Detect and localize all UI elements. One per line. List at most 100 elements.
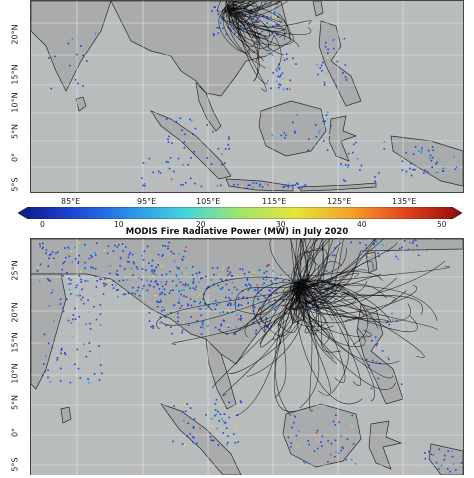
fire-point [125, 279, 128, 281]
trajectory-line [220, 4, 246, 39]
fire-point [187, 303, 189, 305]
fire-point [170, 126, 172, 128]
fire-point [431, 166, 433, 169]
fire-point [308, 269, 310, 272]
fire-point [142, 258, 145, 261]
fire-point [48, 257, 50, 260]
fire-point [334, 439, 337, 442]
fire-point [189, 279, 192, 282]
fire-point [409, 167, 411, 170]
colorbar-tick-20: 20 [196, 220, 206, 229]
fire-point [62, 262, 65, 265]
trajectory-line [303, 283, 350, 394]
fire-point [228, 416, 230, 419]
lon-label-125E: 125°E [327, 197, 352, 206]
fire-point [295, 280, 298, 282]
fire-point [222, 319, 225, 322]
fire-point [76, 284, 78, 286]
trajectory-line [228, 1, 258, 10]
fire-point [247, 289, 250, 291]
fire-point [416, 244, 418, 247]
fire-point [148, 157, 151, 160]
fire-point [247, 184, 250, 187]
fire-point [263, 325, 266, 327]
land-4 [150, 110, 232, 180]
fire-point [165, 280, 168, 283]
fire-point [325, 270, 328, 272]
fire-point [323, 125, 326, 127]
fire-point [407, 248, 410, 250]
fire-point [39, 263, 42, 266]
fire-point [271, 270, 274, 272]
fire-point [94, 267, 97, 270]
fire-point [261, 284, 264, 286]
fire-point [269, 53, 272, 55]
fire-point [89, 328, 92, 330]
fire-point [449, 470, 451, 473]
fire-point [412, 171, 415, 174]
fire-point [282, 77, 284, 80]
trajectory-line [226, 1, 282, 13]
fire-point [215, 304, 218, 306]
fire-point [218, 302, 221, 305]
fire-point [322, 292, 325, 295]
fire-point [229, 298, 232, 301]
fire-point [115, 284, 117, 287]
fire-point [220, 19, 223, 22]
fire-point [84, 267, 86, 269]
fire-point [67, 283, 70, 285]
trajectory-line [294, 269, 368, 292]
fire-point [172, 313, 174, 316]
fire-point [168, 135, 170, 138]
trajectory-line [296, 281, 372, 338]
fire-point [307, 273, 309, 276]
fire-point [193, 442, 195, 444]
fire-point [319, 287, 321, 289]
fire-point [160, 265, 163, 267]
fire-point [330, 442, 333, 445]
fire-point [365, 247, 368, 249]
fire-point [50, 253, 52, 256]
fire-point [378, 172, 380, 174]
fire-point [255, 269, 258, 272]
fire-point [187, 422, 189, 425]
fire-point [84, 280, 87, 282]
fire-point [370, 387, 373, 390]
fire-point [165, 118, 168, 120]
fire-point [258, 269, 261, 271]
fire-point [455, 469, 457, 471]
fire-point [178, 253, 180, 255]
fire-point [196, 320, 199, 322]
fire-point [270, 284, 272, 287]
fire-point [199, 271, 201, 273]
fire-point [185, 182, 187, 184]
fire-point [133, 262, 135, 265]
fire-point [47, 57, 50, 59]
fire-point [386, 320, 389, 323]
fire-point [69, 288, 71, 291]
fire-point [194, 127, 197, 130]
fire-point [60, 349, 63, 351]
trajectory-line [304, 281, 359, 300]
fire-point [189, 298, 192, 300]
fire-point [159, 249, 162, 252]
fire-point [257, 292, 260, 295]
fire-point [74, 363, 76, 366]
fire-point [169, 313, 171, 315]
trajectory-line [300, 239, 384, 296]
fire-point [194, 288, 197, 291]
fire-point [151, 269, 153, 271]
fire-point [198, 281, 200, 284]
fire-point [272, 304, 274, 306]
fire-point [135, 266, 138, 268]
fire-point [136, 267, 139, 270]
fire-point [246, 298, 249, 300]
fire-point [222, 420, 225, 423]
fire-point [395, 319, 398, 322]
fire-point [260, 318, 263, 320]
fire-point [155, 274, 158, 276]
fire-point [219, 273, 222, 276]
fire-point [206, 291, 209, 294]
fire-point [280, 134, 282, 137]
fire-point [272, 72, 274, 74]
